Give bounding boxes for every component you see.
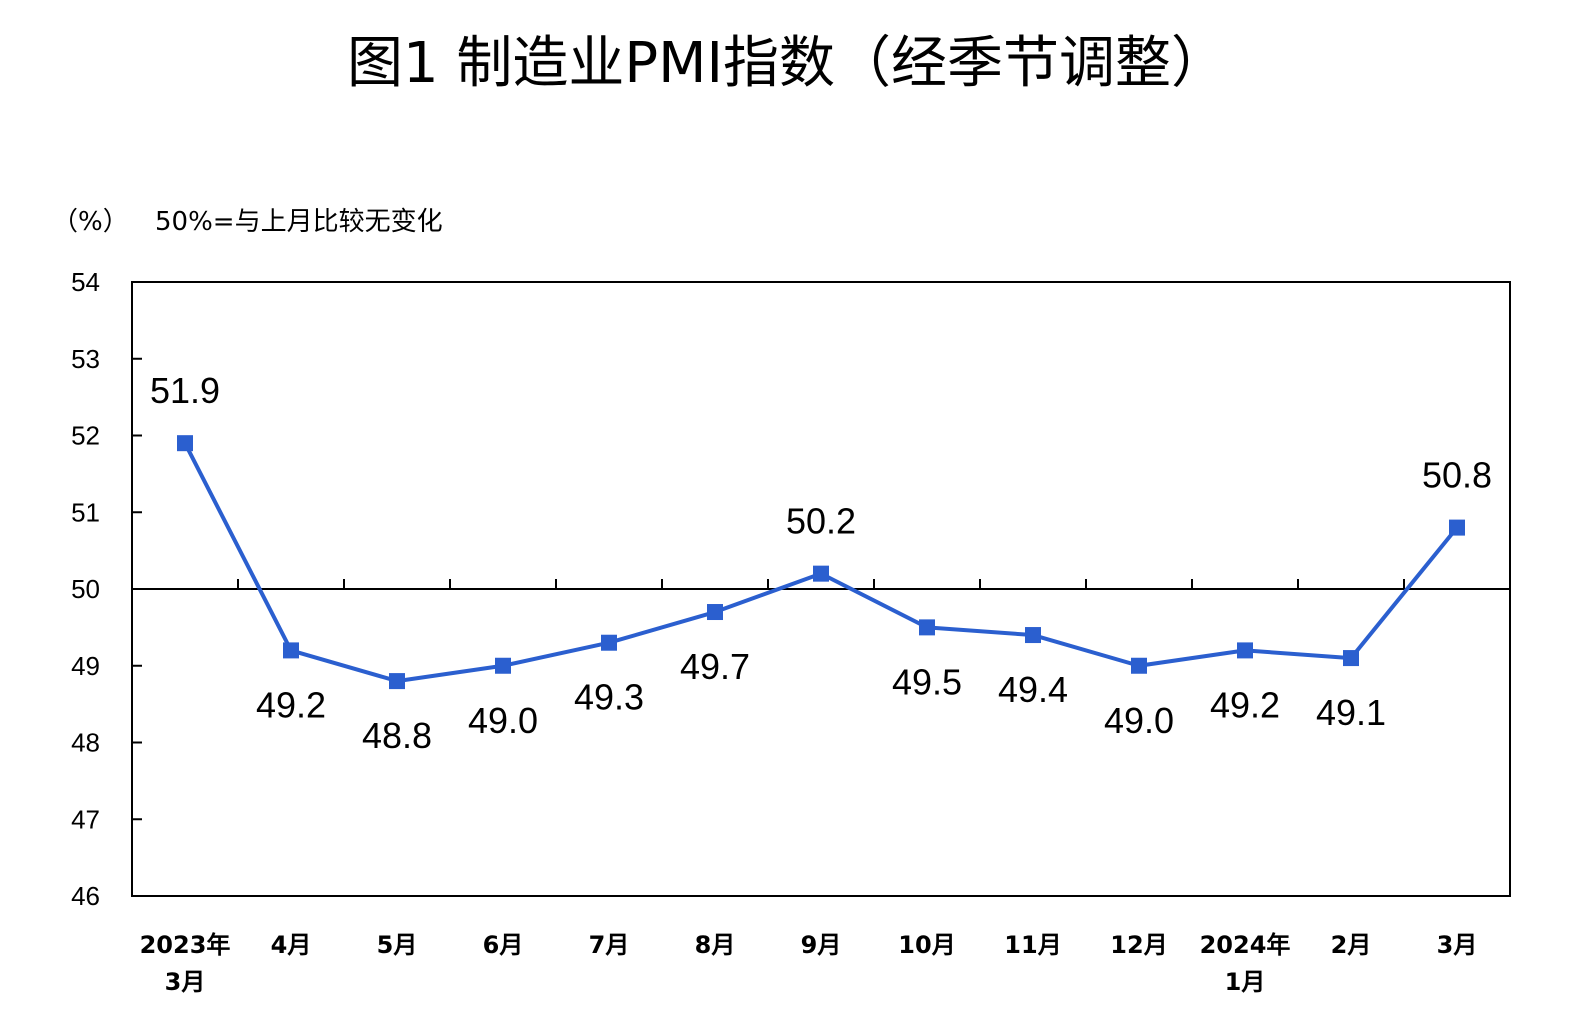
y-tick-label: 50 [71, 574, 100, 604]
reference-note: 50%=与上月比较无变化 [155, 207, 443, 237]
data-point [1131, 657, 1147, 674]
data-point [707, 604, 723, 621]
data-point [283, 642, 299, 659]
data-point [919, 619, 935, 636]
x-tick-label: 6月 [483, 931, 524, 959]
chart-title: 图1 制造业PMI指数（经季节调整） [347, 31, 1227, 96]
data-point [601, 634, 617, 651]
x-tick-label: 10月 [898, 931, 955, 959]
y-tick-label: 51 [71, 497, 100, 527]
y-tick-label: 47 [71, 804, 100, 834]
x-tick-label: 1月 [1225, 968, 1266, 996]
x-axis: 2023年 3月 4月 5月 6月 7月 8月 9月 10月 11月 12月 2024年 1月 2月 3月 [140, 579, 1478, 996]
data-point [389, 673, 405, 690]
x-tick-label: 3月 [165, 968, 206, 996]
y-axis: 46 47 48 49 50 51 52 53 54 [71, 267, 142, 911]
x-tick-label: 12月 [1110, 931, 1167, 959]
data-label: 49.3 [574, 677, 644, 718]
x-tick-label: 5月 [377, 931, 418, 959]
x-tick-label: 7月 [589, 931, 630, 959]
x-tick-label: 4月 [271, 931, 312, 959]
data-point [1449, 519, 1465, 536]
data-label: 49.0 [1104, 700, 1174, 741]
x-tick-label: 11月 [1004, 931, 1061, 959]
data-label: 49.7 [680, 646, 750, 687]
series-line [183, 442, 1459, 684]
data-point [1237, 642, 1253, 659]
y-tick-label: 52 [71, 421, 100, 451]
x-tick-label: 2024年 [1200, 931, 1291, 959]
data-label: 49.2 [256, 684, 326, 725]
y-tick-label: 46 [71, 881, 100, 911]
data-point [1025, 627, 1041, 644]
data-label: 49.2 [1210, 684, 1280, 725]
y-tick-label: 48 [71, 728, 100, 758]
data-point [1343, 650, 1359, 667]
data-label: 50.2 [786, 501, 856, 542]
x-tick-label: 8月 [695, 931, 736, 959]
data-label: 48.8 [362, 715, 432, 756]
data-point [495, 657, 511, 674]
x-tick-label: 2023年 [140, 931, 231, 959]
data-point [813, 565, 829, 582]
x-tick-label: 3月 [1437, 931, 1478, 959]
y-tick-label: 49 [71, 651, 100, 681]
series-group [177, 435, 1465, 690]
y-tick-label: 53 [71, 344, 100, 374]
data-label: 50.8 [1422, 455, 1492, 496]
data-label: 49.0 [468, 700, 538, 741]
data-label: 49.5 [892, 661, 962, 702]
unit-label: （%） [52, 207, 129, 237]
x-tick-label: 2月 [1331, 931, 1372, 959]
data-label: 49.1 [1316, 692, 1386, 733]
data-point [177, 435, 193, 452]
data-labels: 51.9 49.2 48.8 49.0 49.3 49.7 50.2 49.5 49.4 49.0… [150, 370, 1492, 756]
y-tick-label: 54 [71, 267, 100, 297]
data-label: 51.9 [150, 370, 220, 411]
x-tick-label: 9月 [801, 931, 842, 959]
data-label: 49.4 [998, 669, 1068, 710]
